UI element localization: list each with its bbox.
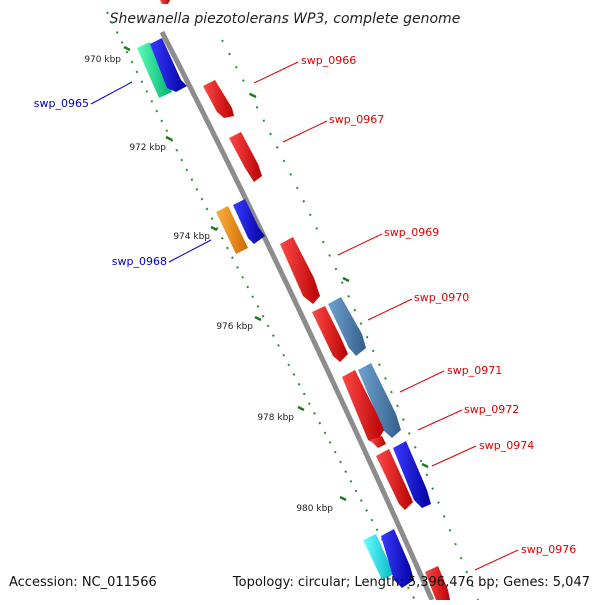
gene-label-swp-0970[interactable]: swp_0970	[414, 291, 469, 304]
gene-label-swp-0972[interactable]: swp_0972	[464, 403, 519, 416]
outer-tick-marks	[249, 92, 429, 469]
gene-swp-0974-red	[376, 449, 413, 510]
tick-marks	[123, 45, 347, 502]
gene-swp-0967	[229, 132, 262, 182]
gene-label-swp-0968[interactable]: swp_0968	[112, 255, 167, 268]
gene-swp-0974	[393, 441, 431, 508]
gene-swp-0976-blue	[381, 529, 414, 588]
gene-label-swp-0976[interactable]: swp_0976	[521, 543, 576, 556]
gene-swp-0970	[328, 297, 366, 356]
topology-text: Topology: circular; Length: 5,396,476 bp…	[232, 575, 590, 590]
tick-label-974: 974 kbp	[173, 232, 210, 242]
gene-swp-0969	[280, 237, 320, 304]
tick-label-978: 978 kbp	[257, 413, 294, 423]
accession-text: Accession: NC_011566	[9, 575, 157, 590]
gene-swp-0976	[425, 566, 450, 600]
gene-label-swp-0965[interactable]: swp_0965	[34, 97, 89, 110]
gene-label-swp-0967[interactable]: swp_0967	[329, 113, 384, 126]
inner-tick-guide	[106, 11, 416, 601]
tick-label-976: 976 kbp	[216, 322, 253, 332]
gene-swp-0965	[150, 38, 187, 92]
gene-swp-0970-red	[312, 306, 348, 362]
tick-label-970: 970 kbp	[84, 55, 121, 65]
gene-swp-0966	[203, 80, 234, 118]
gene-swp-0976-cyan	[363, 534, 394, 580]
gene-label-swp-0971[interactable]: swp_0971	[447, 364, 502, 377]
gene-swp-0971-red	[342, 370, 384, 444]
gene-swp-0972	[370, 436, 386, 448]
tick-label-972: 972 kbp	[129, 143, 166, 153]
gene-swp-0968-block	[216, 206, 248, 254]
genome-backbone	[159, 30, 435, 602]
gene-leader-lines	[90, 61, 519, 571]
gene-swp-0965-block	[137, 42, 172, 98]
gene-swp-0968	[233, 199, 265, 244]
gene-label-swp-0966[interactable]: swp_0966	[301, 54, 356, 67]
gene-fragment-top	[160, 0, 170, 4]
tick-label-980: 980 kbp	[296, 504, 333, 514]
gene-swp-0971	[358, 363, 401, 438]
gene-label-swp-0974[interactable]: swp_0974	[479, 439, 534, 452]
gene-label-swp-0969[interactable]: swp_0969	[384, 226, 439, 239]
map-title: Shewanella piezotolerans WP3, complete g…	[110, 11, 461, 27]
